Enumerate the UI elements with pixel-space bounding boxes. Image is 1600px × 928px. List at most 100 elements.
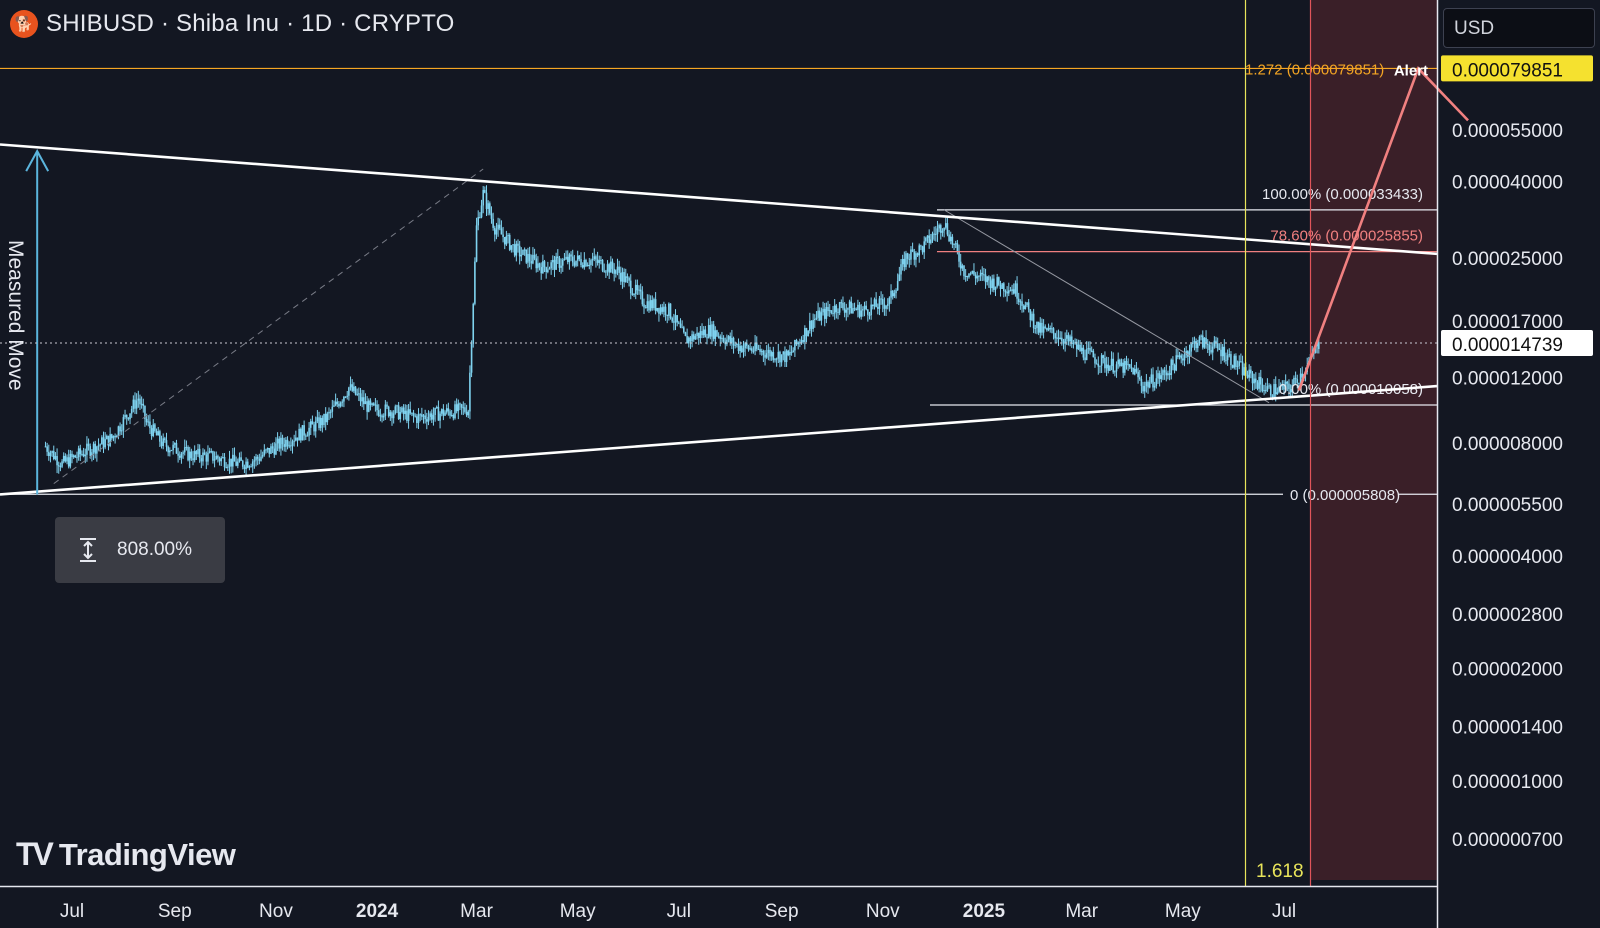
candle-body — [442, 409, 445, 416]
currency-select[interactable]: USD — [1443, 8, 1595, 48]
candle-body — [412, 412, 415, 416]
time-tick-label: Nov — [866, 901, 900, 922]
candle-body — [44, 446, 47, 448]
candle-body — [1120, 362, 1123, 366]
candle-body — [1024, 305, 1027, 310]
candle-body — [182, 452, 184, 454]
candle-body — [110, 434, 113, 439]
candle-body — [62, 455, 65, 462]
candle-body — [938, 225, 940, 229]
candle-body — [104, 439, 106, 448]
candle-body — [545, 267, 547, 273]
alert-price-badge — [1441, 55, 1593, 82]
candle-body — [1077, 344, 1080, 350]
candle-body — [227, 466, 229, 468]
candle-body — [732, 337, 735, 346]
price-axis[interactable]: 0.000055000 0.000040000 0.000025000 0.00001… — [1441, 55, 1593, 851]
candle-body — [837, 312, 839, 314]
candle-body — [125, 414, 128, 418]
candle-body — [452, 415, 455, 419]
candle-body — [775, 358, 778, 360]
candle-body — [1104, 358, 1106, 369]
candle-body — [479, 217, 481, 219]
candle-body — [1014, 283, 1017, 294]
candle-body — [202, 452, 204, 462]
time-tick-label: May — [1165, 901, 1201, 922]
candle-body — [881, 299, 884, 305]
candle-body — [552, 259, 554, 263]
candle-body — [966, 275, 969, 278]
candle-body — [237, 461, 239, 466]
candle-body — [721, 337, 723, 339]
candle-body — [513, 244, 516, 256]
candle-body — [711, 324, 713, 337]
candle-body — [309, 421, 312, 428]
candle-body — [800, 340, 803, 344]
candle-body — [381, 415, 383, 418]
candle-body — [283, 444, 286, 447]
candle-body — [334, 401, 337, 406]
candle-body — [850, 301, 853, 314]
candle-body — [1130, 367, 1133, 369]
candle-body — [152, 424, 155, 436]
candle-body — [792, 350, 795, 353]
candle-body — [558, 257, 561, 268]
candle-body — [570, 254, 572, 257]
candle-body — [731, 337, 733, 343]
candle-body — [356, 393, 358, 395]
candle-body — [668, 303, 670, 316]
candle-body — [1231, 365, 1234, 368]
candle-body — [46, 446, 48, 452]
candle-body — [707, 325, 710, 338]
candle-body — [210, 451, 213, 453]
candle-body — [1051, 328, 1053, 330]
candle-body — [862, 309, 864, 311]
candle-body — [548, 268, 551, 270]
candle-body — [89, 446, 92, 456]
candle-body — [140, 403, 143, 405]
candle-body — [779, 351, 781, 363]
candle-body — [1039, 322, 1042, 333]
candle-body — [47, 451, 50, 457]
candle-body — [1163, 370, 1166, 373]
candle-body — [79, 448, 82, 455]
symbol-header[interactable]: 🐕 SHIBUSD · Shiba Inu · 1D · CRYPTO — [10, 10, 455, 38]
candle-body — [1173, 365, 1176, 371]
candle-body — [61, 461, 63, 467]
candle-body — [1046, 327, 1048, 331]
candle-body — [493, 227, 496, 235]
candle-body — [905, 253, 907, 268]
candle-body — [440, 409, 443, 414]
candle-body — [429, 413, 431, 417]
candle-body — [1036, 321, 1038, 329]
candle-body — [988, 276, 990, 281]
candle-body — [502, 234, 504, 238]
candle-body — [1075, 341, 1078, 350]
candle-body — [220, 457, 223, 462]
time-tick-label: Jul — [667, 901, 691, 922]
candle-body — [303, 425, 305, 436]
candle-body — [719, 336, 722, 339]
candle-body — [833, 305, 836, 314]
candle-body — [447, 408, 450, 412]
time-axis[interactable]: Jul Sep Nov 2024 Mar May Jul Sep Nov 2025 Mar May Ju… — [60, 901, 1296, 922]
candle-body — [565, 256, 567, 259]
candle-body — [117, 426, 120, 436]
candle-body — [311, 421, 314, 425]
candle-body — [1253, 378, 1255, 384]
candle-body — [679, 323, 682, 328]
fib-extension-0-label: 0 (0.000005808) — [1290, 487, 1400, 504]
candle-body — [654, 299, 657, 311]
candle-body — [122, 417, 125, 431]
candle-body — [964, 275, 967, 277]
tradingview-logo[interactable]: TV TradingView — [16, 836, 236, 873]
candle-body — [1012, 289, 1015, 294]
candle-body — [81, 453, 83, 455]
candle-body — [426, 419, 428, 422]
candle-body — [576, 255, 579, 261]
candle-body — [606, 264, 609, 272]
candle-body — [256, 456, 259, 459]
candle-body — [855, 309, 858, 311]
candle-body — [935, 233, 937, 235]
